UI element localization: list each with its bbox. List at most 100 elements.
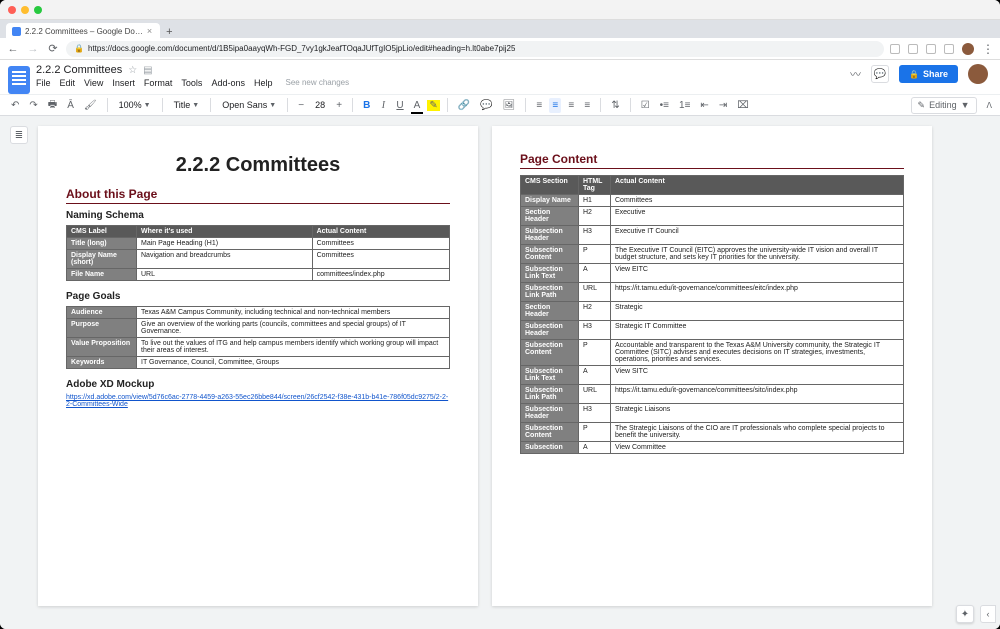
profile-avatar-icon[interactable] [962,43,974,55]
collapse-toolbar-button[interactable]: ᐱ [987,101,992,110]
redo-button[interactable]: ↷ [26,98,40,113]
td: Give an overview of the working parts (c… [137,319,450,338]
outline-toggle-button[interactable]: ≣ [10,126,28,144]
bulleted-list-button[interactable]: •≡ [657,98,672,113]
menu-addons[interactable]: Add-ons [211,78,245,88]
insert-comment-button[interactable]: 💬 [477,98,495,113]
star-icon[interactable]: ☆ [128,65,137,76]
td: Subsection Link Path [521,385,579,404]
separator [447,98,448,112]
browser-tab[interactable]: 2.2.2 Committees – Google Do… × [6,23,160,38]
clear-formatting-button[interactable]: ⌧ [734,98,752,113]
align-center-button[interactable]: ≡ [549,98,561,113]
style-select[interactable]: Title▼ [170,100,204,110]
lock-icon: 🔒 [74,44,84,53]
highlight-button[interactable]: ✎ [427,100,439,111]
menu-file[interactable]: File [36,78,51,88]
bold-button[interactable]: B [360,98,373,113]
font-size-value: 28 [315,100,325,110]
address-bar[interactable]: 🔒 https://docs.google.com/document/d/1B5… [66,41,884,57]
insert-image-button[interactable]: 🖼 [500,98,519,113]
td: The Executive IT Council (EITC) approves… [611,245,904,264]
text-color-button[interactable]: A [411,98,424,113]
document-title[interactable]: 2.2.2 Committees [36,64,122,76]
td: Subsection [521,442,579,454]
font-select[interactable]: Open Sans▼ [218,100,280,110]
line-spacing-button[interactable]: ⇅ [608,98,622,113]
td: Section Header [521,302,579,321]
side-panel-toggle[interactable]: ‹ [980,605,996,623]
activity-icon[interactable]: 〰 [850,66,861,82]
minimize-window-icon[interactable] [21,6,29,14]
td: H2 [579,302,611,321]
td: A [579,264,611,283]
font-size-input[interactable]: 28 [311,100,329,110]
see-new-changes-link[interactable]: See new changes [285,78,349,88]
td: A [579,442,611,454]
td: P [579,423,611,442]
share-label: Share [923,69,948,79]
xd-mockup-link[interactable]: https://xd.adobe.com/view/5d76c6ac-2778-… [66,394,450,408]
mode-select[interactable]: ✎ Editing ▼ [911,97,977,114]
page-1[interactable]: 2.2.2 Committees About this Page Naming … [38,126,478,606]
td: Subsection Header [521,321,579,340]
menu-tools[interactable]: Tools [181,78,202,88]
print-button[interactable]: 🖶 [45,95,60,116]
align-justify-button[interactable]: ≡ [581,98,593,113]
close-tab-icon[interactable]: × [147,26,152,36]
separator [162,98,163,112]
extension-icon[interactable] [890,44,900,54]
menu-help[interactable]: Help [254,78,273,88]
account-avatar-icon[interactable] [968,64,988,84]
docs-header: 2.2.2 Committees ☆ ▤ File Edit View Inse… [0,60,1000,94]
align-left-button[interactable]: ≡ [533,98,545,113]
align-right-button[interactable]: ≡ [565,98,577,113]
decrease-font-button[interactable]: − [295,98,307,113]
extension-icon[interactable] [944,44,954,54]
move-folder-icon[interactable]: ▤ [143,65,152,76]
page-2[interactable]: Page Content CMS Section HTML Tag Actual… [492,126,932,606]
increase-indent-button[interactable]: ⇥ [716,98,730,113]
zoom-select[interactable]: 100%▼ [115,100,155,110]
separator [287,98,288,112]
checklist-button[interactable]: ☑ [638,98,653,113]
td: Committees [611,195,904,207]
underline-button[interactable]: U [393,98,406,113]
share-button[interactable]: 🔒 Share [899,65,958,83]
numbered-list-button[interactable]: 1≡ [676,98,693,113]
back-button[interactable]: ← [6,43,20,55]
zoom-window-icon[interactable] [34,6,42,14]
th: HTML Tag [579,176,611,195]
close-window-icon[interactable] [8,6,16,14]
td: H3 [579,226,611,245]
subsection-xd: Adobe XD Mockup [66,379,450,390]
paint-format-button[interactable]: 🖌 [81,98,100,113]
pages-container: 2.2.2 Committees About this Page Naming … [38,126,932,619]
forward-button[interactable]: → [26,43,40,55]
new-tab-button[interactable]: + [160,26,178,38]
comments-button[interactable]: 💬 [871,65,889,83]
insert-link-button[interactable]: 🔗 [455,98,473,113]
td: The Strategic Liaisons of the CIO are IT… [611,423,904,442]
reload-button[interactable]: ⟳ [46,42,60,55]
menu-edit[interactable]: Edit [60,78,76,88]
spellcheck-button[interactable]: Ā [64,98,77,113]
extension-icon[interactable] [908,44,918,54]
extension-icon[interactable] [926,44,936,54]
explore-button[interactable]: ✦ [956,605,974,623]
td: Texas A&M Campus Community, including te… [137,307,450,319]
naming-table: CMS Label Where it's used Actual Content… [66,225,450,281]
docs-logo-icon[interactable] [8,66,30,94]
td: https://it.tamu.edu/it-governance/commit… [611,283,904,302]
undo-button[interactable]: ↶ [8,98,22,113]
td: Subsection Link Text [521,366,579,385]
increase-font-button[interactable]: + [333,98,345,113]
browser-menu-icon[interactable]: ⋮ [982,42,994,56]
td: Committees [312,238,449,250]
italic-button[interactable]: I [377,98,389,113]
menu-insert[interactable]: Insert [112,78,135,88]
decrease-indent-button[interactable]: ⇤ [697,98,711,113]
menu-view[interactable]: View [84,78,103,88]
menu-format[interactable]: Format [144,78,173,88]
td: P [579,340,611,366]
